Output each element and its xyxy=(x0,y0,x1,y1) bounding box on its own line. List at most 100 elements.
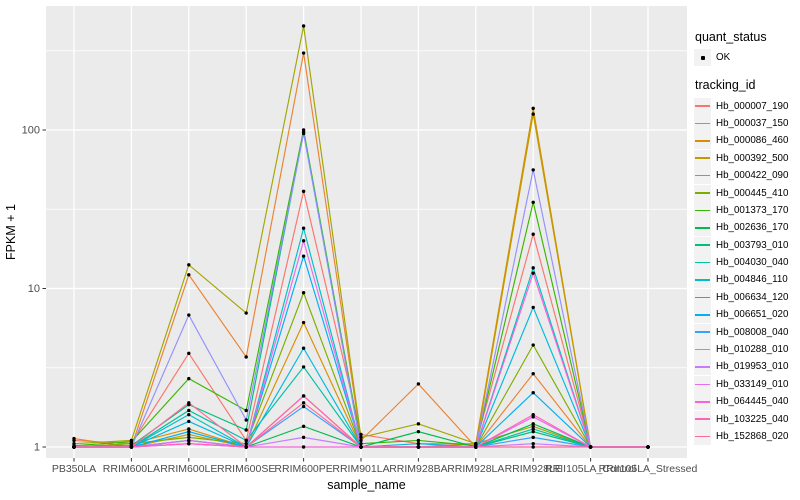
data-point xyxy=(531,424,535,429)
data-point xyxy=(187,427,191,431)
x-tick-label: RRIM600PE xyxy=(274,463,332,475)
data-point xyxy=(416,438,421,443)
data-point xyxy=(187,441,191,446)
x-tick-label: RRIM600LE xyxy=(160,463,217,475)
data-point xyxy=(301,189,306,194)
y-tick-label: 100 xyxy=(22,125,40,137)
data-point xyxy=(244,438,248,443)
x-axis-title: sample_name xyxy=(327,478,406,492)
data-point xyxy=(531,445,535,449)
legend-item-label: Hb_033149_010 xyxy=(716,378,789,390)
data-point xyxy=(301,226,306,230)
legend-item-label: Hb_010288_010 xyxy=(716,344,789,356)
data-point xyxy=(531,266,535,270)
data-point xyxy=(301,239,306,243)
legend-item-label: Hb_000037_150 xyxy=(716,117,789,129)
data-point xyxy=(187,432,191,437)
legend-item: Hb_033149_010 xyxy=(694,375,800,393)
line-key-icon xyxy=(694,323,711,341)
data-point xyxy=(244,408,248,413)
line-key-icon xyxy=(694,149,711,167)
legend-item-label: Hb_064445_040 xyxy=(716,396,789,408)
data-point xyxy=(474,445,478,449)
data-point xyxy=(187,412,191,417)
line-key-icon xyxy=(694,97,711,115)
data-point xyxy=(301,401,306,405)
data-point xyxy=(531,427,535,431)
data-point xyxy=(301,445,306,449)
tracking-id-legend-items: Hb_000007_190 Hb_000037_150 Hb_000086_460 H… xyxy=(694,97,800,445)
legend-item-label: Hb_000422_090 xyxy=(716,170,789,182)
x-tick-label: RRIM600SE xyxy=(217,463,275,475)
x-tick-label: RRIM928LA xyxy=(447,463,504,475)
legend-item-label: Hb_004030_040 xyxy=(716,257,789,269)
point-key-icon xyxy=(694,49,711,67)
line-key-icon xyxy=(694,341,711,359)
x-tick-label: RRIM600LA xyxy=(103,463,160,475)
data-point xyxy=(301,254,306,258)
data-point xyxy=(187,313,191,317)
data-point xyxy=(187,263,191,267)
data-point xyxy=(301,424,306,429)
data-point xyxy=(416,429,421,434)
legend-item: Hb_002636_170 xyxy=(694,219,800,237)
legend-item-label: Hb_000392_500 xyxy=(716,152,789,164)
legend-item-label: Hb_003793_010 xyxy=(716,239,789,251)
legend-item: Hb_001373_170 xyxy=(694,201,800,219)
legend-item-label: Hb_006651_020 xyxy=(716,309,789,321)
data-point xyxy=(244,311,248,315)
data-point xyxy=(416,445,421,449)
x-tick-label: RRIM901LA xyxy=(332,463,389,475)
x-tick-label: RRII105LA_Control xyxy=(545,463,636,475)
data-point xyxy=(416,422,421,426)
legend-item-label: Hb_000007_190 xyxy=(716,100,789,112)
line-key-icon xyxy=(694,393,711,411)
line-key-icon xyxy=(694,358,711,376)
line-key-icon xyxy=(694,132,711,150)
data-point xyxy=(187,438,191,443)
legend-item: Hb_008008_040 xyxy=(694,323,800,341)
data-point xyxy=(531,232,535,236)
data-point xyxy=(187,435,191,440)
data-point xyxy=(531,422,535,426)
legend-item: Hb_000007_190 xyxy=(694,97,800,115)
line-key-icon xyxy=(694,236,711,254)
legend-item-label: Hb_152868_020 xyxy=(716,431,789,442)
data-point xyxy=(531,200,535,204)
data-point xyxy=(531,305,535,310)
data-point xyxy=(531,412,535,417)
data-point xyxy=(531,106,535,111)
data-point xyxy=(187,351,191,356)
legend-title-tracking-id: tracking_id xyxy=(695,78,756,93)
line-key-icon xyxy=(694,288,711,306)
legend-item: Hb_003793_010 xyxy=(694,236,800,254)
legend-item-label: Hb_000445_410 xyxy=(716,187,789,199)
legend-item: Hb_000037_150 xyxy=(694,114,800,132)
data-point xyxy=(359,438,363,443)
data-point xyxy=(244,441,248,446)
data-point xyxy=(187,376,191,381)
y-tick-label: 1 xyxy=(34,442,40,454)
line-key-icon xyxy=(694,254,711,272)
legend: quant_status OK tracking_id Hb_000007_19… xyxy=(694,30,800,445)
data-point xyxy=(359,445,363,449)
data-point xyxy=(129,445,134,449)
data-point xyxy=(244,445,248,449)
legend-item: Hb_000086_460 xyxy=(694,132,800,150)
data-point xyxy=(359,441,363,446)
legend-item-label: Hb_103225_040 xyxy=(716,413,789,425)
line-key-icon xyxy=(694,428,711,445)
legend-item-label: OK xyxy=(716,52,731,64)
data-point xyxy=(301,346,306,350)
data-point xyxy=(187,429,191,434)
line-key-icon xyxy=(694,410,711,428)
x-tick-label: RRIM928LE xyxy=(505,463,562,475)
data-point xyxy=(244,355,248,359)
legend-item-label: Hb_006634_120 xyxy=(716,291,789,303)
data-point xyxy=(416,382,421,386)
legend-item: Hb_152868_020 xyxy=(694,428,800,445)
data-point xyxy=(301,320,306,325)
legend-item: Hb_019953_010 xyxy=(694,358,800,376)
line-key-icon xyxy=(694,201,711,219)
